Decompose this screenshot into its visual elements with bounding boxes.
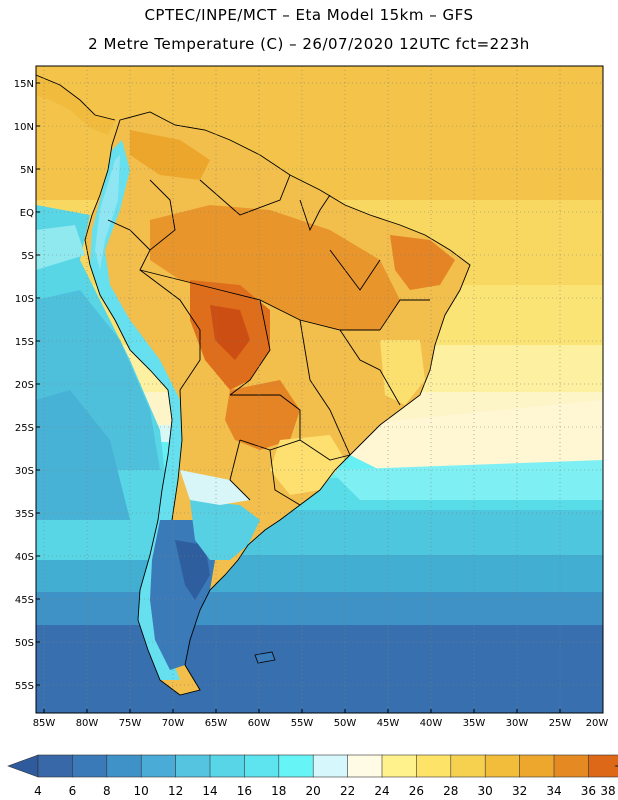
lon-label: 65W <box>205 718 228 729</box>
colorbar-label: 22 <box>340 784 355 798</box>
colorbar-swatch <box>588 754 618 778</box>
lat-label: 45S <box>15 595 34 606</box>
colorbar-swatch <box>140 754 177 778</box>
colorbar-over-arrow <box>613 764 618 768</box>
colorbar-swatch <box>278 754 314 778</box>
colorbar-swatch <box>312 754 349 778</box>
colorbar-swatch <box>37 754 74 778</box>
colorbar-label: 24 <box>374 784 389 798</box>
colorbar-label: 26 <box>409 784 424 798</box>
colorbar-under-arrow <box>7 754 39 778</box>
axis-ticks <box>36 82 604 713</box>
graticule <box>36 66 603 713</box>
lat-label: 5N <box>20 165 34 176</box>
lat-label: 5S <box>21 251 34 262</box>
colorbar-label: 36 <box>581 784 596 798</box>
lat-label: 50S <box>15 638 34 649</box>
colorbar-label: 32 <box>512 784 527 798</box>
colorbar-label: 28 <box>443 784 458 798</box>
colorbar-swatch <box>209 754 246 778</box>
colorbar-swatch <box>484 754 521 778</box>
lat-label: 15N <box>14 79 34 90</box>
colorbar-swatches <box>7 754 618 778</box>
colorbar-label: 16 <box>237 784 252 798</box>
lon-label: 50W <box>334 718 357 729</box>
lat-label: 35S <box>15 509 34 520</box>
lon-label: 85W <box>33 718 56 729</box>
lat-label: 25S <box>15 423 34 434</box>
colorbar-label: 30 <box>478 784 493 798</box>
colorbar-label: 34 <box>546 784 561 798</box>
lon-label: 70W <box>162 718 185 729</box>
colorbar-swatch <box>416 754 452 778</box>
lat-label: 10S <box>15 294 34 305</box>
lon-label: 60W <box>248 718 271 729</box>
colorbar-label: 4 <box>34 784 42 798</box>
colorbar-label: 14 <box>202 784 217 798</box>
map-frame <box>35 65 604 714</box>
country-borders <box>36 74 471 696</box>
lon-label: 20W <box>586 718 609 729</box>
colorbar-swatch <box>553 754 590 778</box>
colorbar-swatch <box>106 754 143 778</box>
colorbar-label: 18 <box>271 784 286 798</box>
colorbar-swatch <box>347 754 383 778</box>
map-title-line2: 2 Metre Temperature (C) – 26/07/2020 12U… <box>88 35 530 53</box>
colorbar-label: 10 <box>134 784 149 798</box>
lat-label: EQ <box>20 208 34 219</box>
colorbar-label: 8 <box>103 784 111 798</box>
lon-label: 25W <box>549 718 572 729</box>
lat-label: 10N <box>14 122 34 133</box>
lon-label: 45W <box>377 718 400 729</box>
map-plot-area <box>36 66 603 713</box>
colorbar-swatch <box>381 754 418 778</box>
colorbar-swatch <box>72 754 108 778</box>
lon-label: 75W <box>119 718 142 729</box>
colorbar-swatch <box>244 754 280 778</box>
lat-label: 55S <box>15 681 34 692</box>
lon-label: 55W <box>291 718 314 729</box>
colorbar-label: 12 <box>168 784 183 798</box>
lat-label: 15S <box>15 337 34 348</box>
lat-label: 20S <box>15 380 34 391</box>
lat-label: 30S <box>15 466 34 477</box>
lon-label: 40W <box>420 718 443 729</box>
lon-label: 35W <box>463 718 486 729</box>
lon-label: 80W <box>76 718 99 729</box>
colorbar-swatch <box>519 754 555 778</box>
colorbar-label: 38 <box>600 784 615 798</box>
colorbar-swatch <box>450 754 486 778</box>
lat-label: 40S <box>15 552 34 563</box>
colorbar-swatch <box>175 754 211 778</box>
lon-label: 30W <box>506 718 529 729</box>
colorbar-label: 20 <box>306 784 321 798</box>
colorbar-labels: 4 6 8 10 12 14 16 18 20 22 24 26 28 30 3… <box>34 784 615 798</box>
map-title-line1: CPTEC/INPE/MCT – Eta Model 15km – GFS <box>144 6 474 24</box>
colorbar-label: 6 <box>69 784 77 798</box>
